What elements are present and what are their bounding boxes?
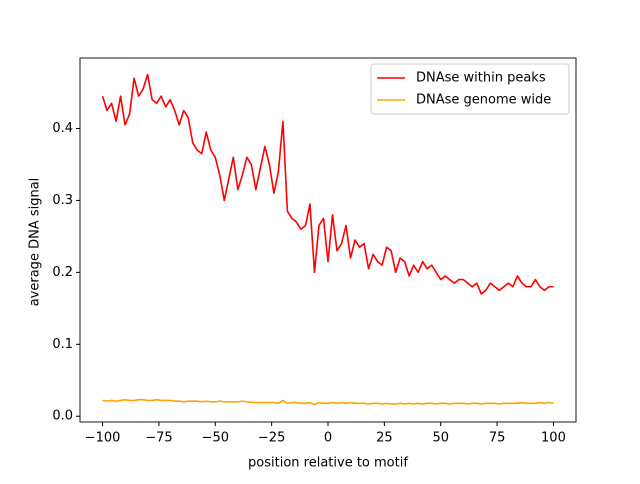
y-tick-label: 0.1 [52,337,73,352]
data-line [101,73,554,295]
y-tick-label: 0.3 [52,193,73,208]
legend-box [370,63,570,115]
x-tick-label: 100 [541,431,566,446]
x-tick-label: 0 [324,431,332,446]
x-tick-label: −25 [258,431,285,446]
data-line [102,398,554,406]
y-tick-label: 0.0 [52,409,73,424]
y-axis-label: average DNA signal [28,178,43,307]
y-tick-label: 0.4 [52,121,73,136]
x-tick-label: −75 [145,431,172,446]
x-axis-label: position relative to motif [248,456,408,471]
y-tick-label: 0.2 [52,265,73,280]
x-tick-label: −100 [85,431,121,446]
x-tick-label: 75 [489,431,506,446]
x-tick-label: 25 [376,431,393,446]
x-tick-label: −50 [202,431,229,446]
x-tick-label: 50 [432,431,449,446]
legend-label: DNAse within peaks [416,71,546,86]
legend-label: DNAse genome wide [416,93,551,108]
plot-frame [79,57,577,423]
